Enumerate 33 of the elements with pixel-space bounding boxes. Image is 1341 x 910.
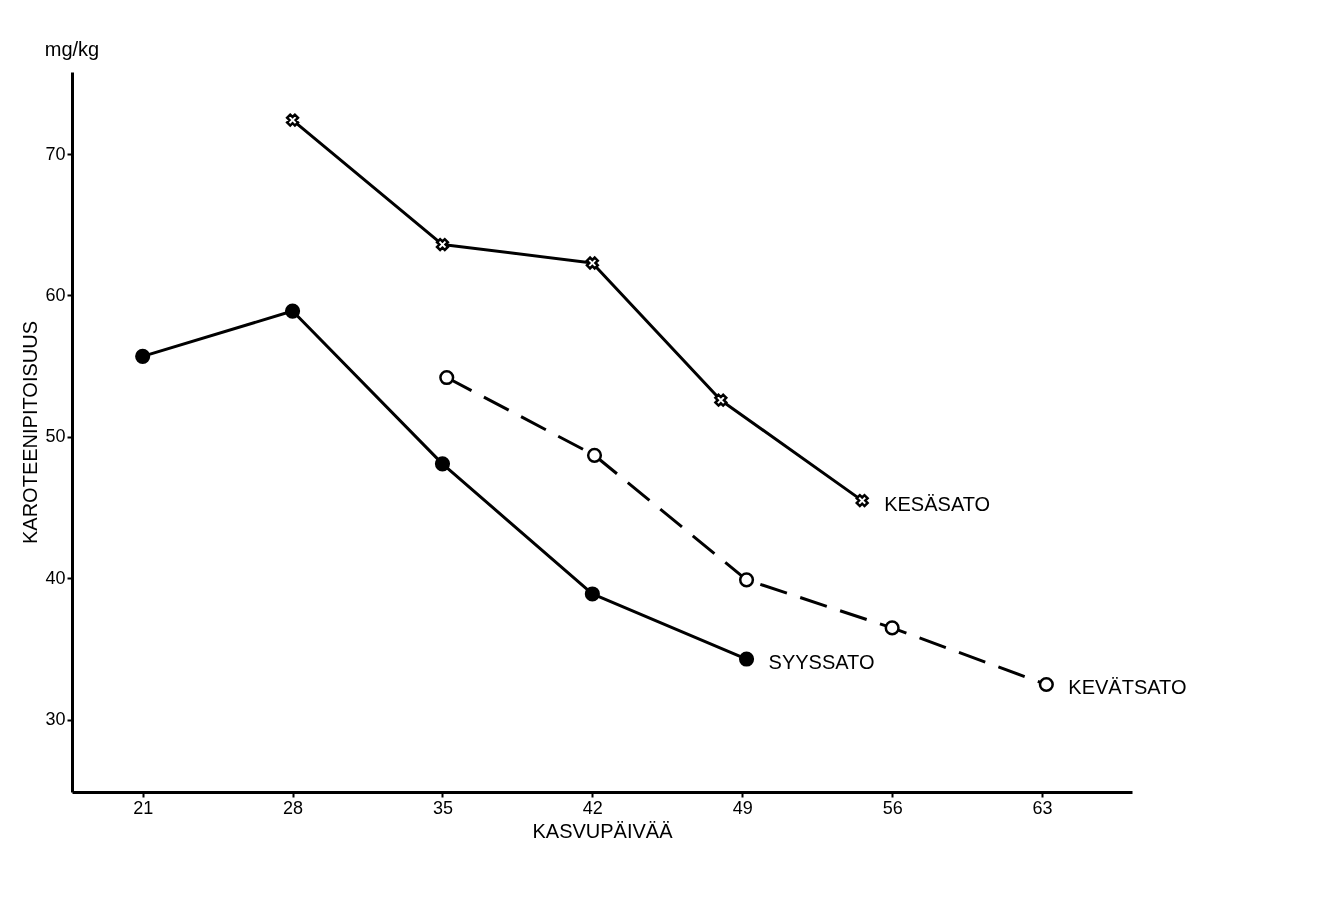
y-tick-label: 50	[45, 426, 66, 447]
series-label: KESÄSATO	[884, 492, 991, 515]
y-tick-label: 30	[45, 709, 66, 730]
point	[1038, 676, 1054, 693]
y-axis-title: KAROTEENIPITOISUUS	[19, 320, 42, 545]
y-tick-label: 40	[45, 567, 66, 588]
point	[586, 447, 603, 463]
x-tick-label: 28	[283, 797, 304, 818]
point	[284, 303, 301, 319]
x-tick-label: 63	[1032, 797, 1053, 818]
x-tick-label: 21	[133, 797, 154, 818]
point	[714, 393, 728, 407]
text: mg/kg	[44, 38, 100, 60]
point	[584, 586, 600, 602]
y-tick-label: 70	[45, 143, 66, 164]
point	[434, 456, 451, 472]
point	[738, 572, 755, 588]
x-tick-label: 49	[732, 797, 753, 818]
x-tick-label: 42	[582, 797, 603, 818]
point	[585, 256, 600, 270]
point	[884, 620, 900, 636]
point	[855, 493, 869, 508]
point	[435, 237, 450, 252]
point	[135, 348, 151, 364]
series-label: SYYSSATO	[768, 651, 875, 674]
x-axis-title: KASVUPÄIVÄÄ	[532, 819, 674, 842]
y-tick-label: 60	[45, 285, 66, 305]
x-tick-label: 56	[882, 797, 903, 818]
point	[738, 651, 755, 667]
x-tick-label: 35	[432, 797, 453, 818]
point	[285, 113, 300, 127]
series-label: KEVÄTSATO	[1068, 676, 1187, 699]
point	[439, 369, 455, 386]
